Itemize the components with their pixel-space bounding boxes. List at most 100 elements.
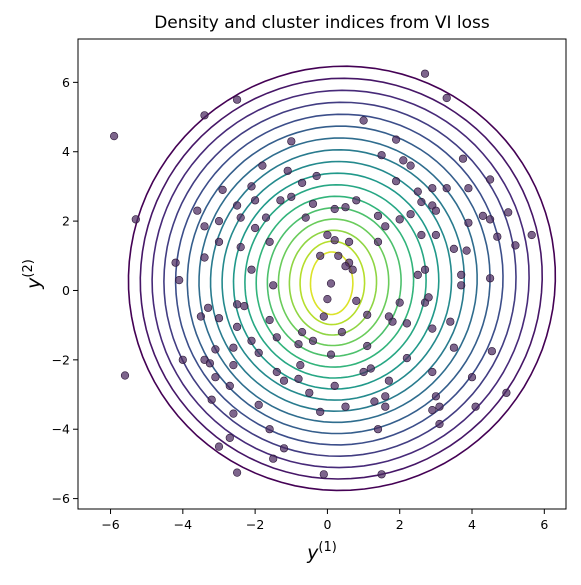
scatter-point: [431, 206, 441, 215]
scatter-point: [341, 262, 350, 271]
scatter-point: [207, 395, 216, 404]
scatter-point: [413, 270, 422, 280]
scatter-point: [366, 364, 375, 373]
scatter-points: [109, 69, 536, 479]
x-tick-label: 2: [396, 517, 404, 532]
scatter-point: [287, 192, 296, 201]
scatter-point: [254, 400, 263, 410]
scatter-point: [402, 354, 412, 363]
scatter-point: [373, 211, 383, 220]
contour-line: [151, 89, 530, 469]
contour-line: [255, 195, 415, 368]
scatter-point: [449, 244, 459, 253]
scatter-point: [435, 419, 444, 429]
scatter-point: [417, 230, 426, 240]
scatter-point: [175, 276, 184, 285]
plot-frame: [77, 38, 567, 510]
chart-title: Density and cluster indices from VI loss: [154, 13, 490, 33]
scatter-point: [171, 258, 180, 267]
scatter-point: [363, 341, 372, 351]
scatter-point: [458, 154, 468, 163]
scatter-point: [381, 222, 390, 231]
y-axis-label-base: y: [23, 277, 45, 290]
x-tick-label: 6: [540, 517, 548, 532]
y-axis-label: y(2): [21, 259, 45, 290]
scatter-point: [341, 402, 350, 411]
scatter-point: [502, 388, 511, 397]
scatter-point: [428, 367, 437, 377]
scatter-point: [319, 470, 328, 479]
scatter-point: [254, 348, 263, 358]
scatter-point: [363, 310, 372, 319]
scatter-point: [428, 184, 437, 193]
scatter-point: [247, 182, 256, 191]
scatter-point: [265, 425, 274, 434]
y-tick-label: −6: [52, 491, 70, 506]
scatter-point: [486, 274, 495, 283]
y-tick-label: 6: [62, 75, 70, 90]
scatter-point: [251, 196, 260, 205]
scatter-point: [464, 218, 473, 227]
scatter-point: [196, 312, 205, 321]
scatter-point: [236, 243, 245, 252]
scatter-point: [261, 213, 271, 222]
scatter-point: [359, 116, 368, 125]
scatter-point: [428, 406, 437, 415]
scatter-point: [392, 177, 401, 186]
scatter-point: [214, 442, 224, 451]
scatter-point: [478, 211, 488, 220]
scatter-point: [486, 215, 495, 224]
scatter-point: [109, 132, 119, 141]
scatter-point: [233, 95, 242, 104]
contour-line: [288, 229, 378, 336]
contour-line: [127, 65, 557, 492]
scatter-point: [272, 333, 281, 342]
x-tick-label: −4: [174, 517, 192, 532]
scatter-point: [511, 241, 520, 250]
scatter-point: [316, 407, 325, 417]
scatter-point: [200, 253, 209, 262]
scatter-point: [326, 350, 336, 359]
scatter-point: [265, 315, 274, 325]
scatter-point: [413, 187, 422, 196]
scatter-point: [312, 171, 321, 181]
scatter-point: [298, 328, 307, 337]
scatter-point: [200, 222, 209, 231]
scatter-point: [233, 300, 242, 309]
scatter-point: [233, 201, 242, 210]
scatter-point: [435, 402, 444, 411]
x-axis-label-sup: (1): [318, 540, 336, 555]
scatter-point: [193, 206, 202, 215]
scatter-point: [486, 175, 495, 184]
contour-line: [232, 172, 440, 390]
scatter-point: [406, 210, 415, 219]
scatter-point: [233, 322, 242, 332]
scatter-point: [464, 184, 473, 193]
scatter-point: [308, 336, 318, 345]
scatter-point: [348, 265, 357, 274]
scatter-point: [359, 367, 368, 377]
scatter-point: [457, 281, 466, 290]
scatter-point: [406, 161, 415, 170]
y-tick-label: 2: [62, 214, 70, 229]
contour-line: [309, 251, 354, 316]
scatter-point: [370, 397, 379, 406]
contour-line: [299, 240, 366, 326]
scatter-point: [323, 295, 332, 304]
scatter-point: [205, 359, 214, 368]
y-tick-label: −4: [52, 422, 70, 437]
scatter-point: [431, 392, 441, 401]
contour-line: [221, 160, 453, 401]
scatter-point: [178, 355, 187, 364]
scatter-point: [330, 204, 339, 214]
scatter-point: [337, 328, 347, 337]
scatter-point: [200, 111, 209, 120]
contour-line: [174, 113, 504, 446]
scatter-point: [384, 376, 394, 385]
scatter-point: [236, 213, 245, 222]
scatter-point: [211, 373, 220, 382]
x-tick-label: 4: [468, 517, 476, 532]
scatter-point: [504, 208, 513, 217]
scatter-point: [341, 203, 350, 212]
